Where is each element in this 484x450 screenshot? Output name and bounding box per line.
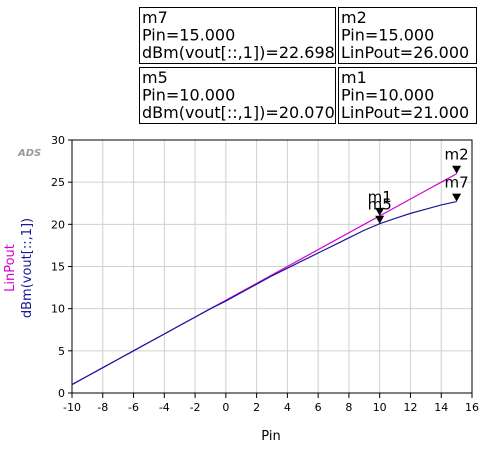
x-tick-label: 10 <box>373 401 387 414</box>
x-axis-label: Pin <box>261 429 280 444</box>
series-line <box>71 200 457 386</box>
x-tick-label: -2 <box>190 401 201 414</box>
y-tick-label: 25 <box>51 176 65 189</box>
marker-box <box>139 67 336 124</box>
marker-triangle <box>452 165 462 174</box>
marker-readout: Pin=10.000 <box>341 86 434 105</box>
y-tick-label: 10 <box>51 303 65 316</box>
marker-readout: m5 <box>142 68 168 87</box>
x-tick-label: 4 <box>284 401 291 414</box>
x-tick-label: 12 <box>403 401 417 414</box>
marker-triangle <box>375 215 385 224</box>
x-tick-label: 14 <box>434 401 448 414</box>
y-tick-label: 20 <box>51 218 65 231</box>
marker-label: m2 <box>445 146 469 164</box>
x-tick-label: -10 <box>63 401 81 414</box>
x-tick-label: -6 <box>128 401 139 414</box>
marker-readout: Pin=15.000 <box>341 26 434 45</box>
marker-readout: LinPout=26.000 <box>341 43 469 62</box>
marker-triangle <box>452 193 462 202</box>
x-tick-label: 6 <box>315 401 322 414</box>
marker-readout: dBm(vout[::,1])=20.070 <box>142 103 335 122</box>
marker-readout: dBm(vout[::,1])=22.698 <box>142 43 335 62</box>
y-tick-label: 15 <box>51 261 65 274</box>
x-tick-label: 0 <box>222 401 229 414</box>
x-tick-label: 2 <box>253 401 260 414</box>
marker-label: m7 <box>445 174 469 192</box>
marker-readout: m7 <box>142 8 168 27</box>
marker-readout: Pin=15.000 <box>142 26 235 45</box>
y-tick-label: 5 <box>58 345 65 358</box>
y-tick-label: 0 <box>58 387 65 400</box>
marker-triangle <box>375 207 385 216</box>
marker-label: m1 <box>368 188 392 206</box>
marker-box <box>338 67 477 124</box>
y-tick-label: 30 <box>51 134 65 147</box>
x-tick-label: -8 <box>97 401 108 414</box>
marker-box <box>338 7 477 64</box>
marker-box <box>139 7 336 64</box>
marker-readout: LinPout=21.000 <box>341 103 469 122</box>
legend-label: dBm(vout[::,1]) <box>20 218 35 318</box>
legend-label: LinPout <box>3 244 18 292</box>
marker-readout: m1 <box>341 68 367 87</box>
plot-frame <box>71 139 473 394</box>
x-tick-label: 8 <box>345 401 352 414</box>
marker-readout: m2 <box>341 8 367 27</box>
x-tick-label: -4 <box>159 401 170 414</box>
marker-label: m5 <box>368 196 392 214</box>
logo: ADS <box>17 148 41 159</box>
x-tick-label: 16 <box>465 401 479 414</box>
marker-readout: Pin=10.000 <box>142 86 235 105</box>
